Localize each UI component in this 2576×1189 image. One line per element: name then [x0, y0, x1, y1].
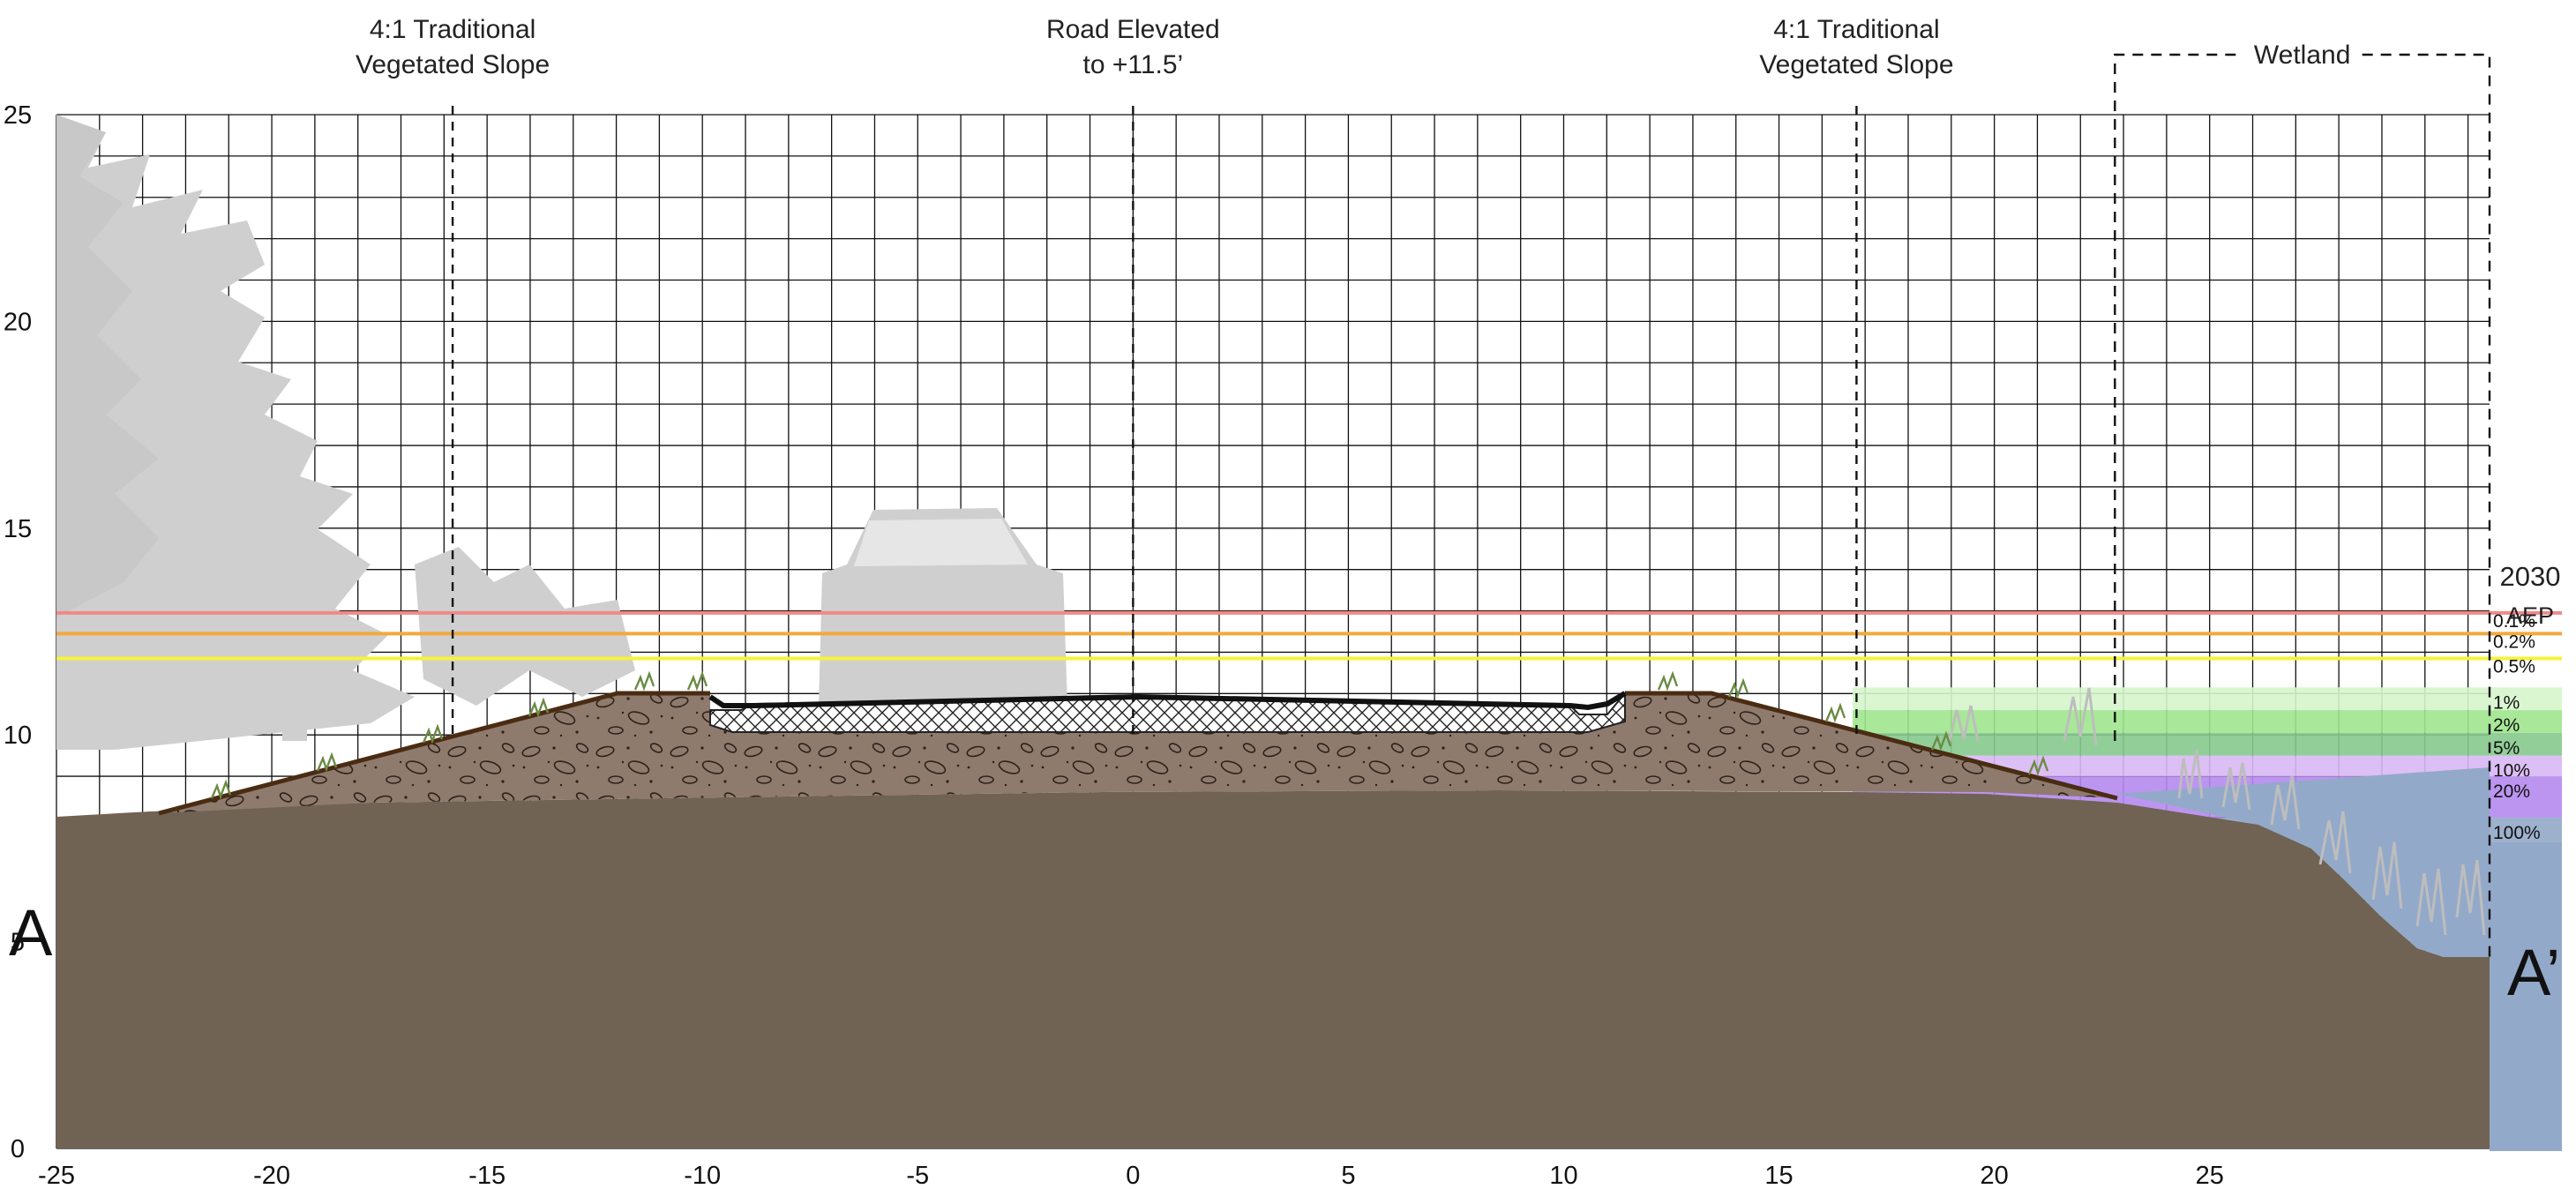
- aep-level-label: 10%: [2493, 761, 2530, 781]
- y-tick-label: 20: [4, 308, 32, 336]
- x-tick-label: 0: [1126, 1162, 1140, 1189]
- aep-year: 2030: [2500, 561, 2561, 592]
- y-tick-label: 15: [4, 515, 32, 543]
- tree-silhouette: [56, 115, 635, 750]
- section-label-left: A: [9, 896, 53, 969]
- x-tick-label: 15: [1764, 1162, 1793, 1189]
- aep-band: [1853, 710, 2562, 733]
- x-tick-label: 25: [2196, 1162, 2224, 1189]
- aep-title: AEP: [2506, 602, 2554, 629]
- slope-vegetation: [210, 670, 2049, 800]
- road-embankment-fill: [159, 693, 2117, 813]
- x-tick-label: -10: [684, 1162, 721, 1189]
- wetland-water-column: [2490, 842, 2562, 1151]
- callout-road-line: to +11.5’: [1083, 50, 1184, 79]
- road-pavement: [708, 691, 1627, 711]
- callout-right-slope-line: 4:1 Traditional: [1773, 15, 1939, 44]
- x-tick-label: -20: [253, 1162, 290, 1189]
- x-tick-label: -15: [468, 1162, 505, 1189]
- callout-left-slope-line: Vegetated Slope: [356, 50, 550, 79]
- car-silhouette: [819, 508, 1067, 706]
- x-tick-label: -25: [38, 1162, 75, 1189]
- section-label-right: A’: [2507, 936, 2560, 1009]
- wetland-water: [2117, 767, 2490, 957]
- x-axis-tick-labels: -25 -20 -15 -10 -5 0 5 10 15 20 25: [38, 1162, 2224, 1189]
- wetland-dashed-outline: [2114, 53, 2491, 957]
- y-tick-label: 5: [11, 929, 25, 957]
- callout-road-line: Road Elevated: [1046, 15, 1220, 44]
- x-tick-label: 5: [1341, 1162, 1355, 1189]
- aep-level-label: 1%: [2493, 692, 2520, 713]
- aep-level-label: 2%: [2493, 715, 2520, 736]
- aep-level-label: 100%: [2493, 823, 2541, 843]
- callouts: 4:1 Traditional Vegetated Slope Road Eleva…: [356, 15, 1954, 741]
- aep-level-label: 20%: [2493, 781, 2530, 802]
- wetland-boundary: Wetland: [2114, 41, 2491, 957]
- y-tick-label: 0: [11, 1135, 25, 1163]
- y-tick-label: 10: [4, 722, 32, 750]
- aep-level-label: 5%: [2493, 738, 2520, 759]
- y-tick-label: 25: [4, 101, 32, 130]
- native-ground: [56, 790, 2490, 1148]
- embankment-outline: [158, 691, 2118, 816]
- callout-left-slope-line: 4:1 Traditional: [370, 15, 535, 44]
- wetland-grass: [1948, 687, 2486, 936]
- x-tick-label: -5: [906, 1162, 929, 1189]
- aep-band: [1853, 687, 2562, 711]
- callout-right-slope-line: Vegetated Slope: [1759, 50, 1953, 79]
- aep-level-label: 0.5%: [2493, 656, 2535, 677]
- wetland-label: Wetland: [2254, 41, 2351, 70]
- aep-level-label: 0.1%: [2493, 611, 2535, 632]
- x-tick-label: 20: [1981, 1162, 2009, 1189]
- x-tick-label: 10: [1549, 1162, 1577, 1189]
- aep-band: [1853, 732, 2562, 756]
- aep-level-label: 0.2%: [2493, 632, 2535, 652]
- y-axis-tick-labels: 0 5 10 15 20 25: [4, 101, 32, 1163]
